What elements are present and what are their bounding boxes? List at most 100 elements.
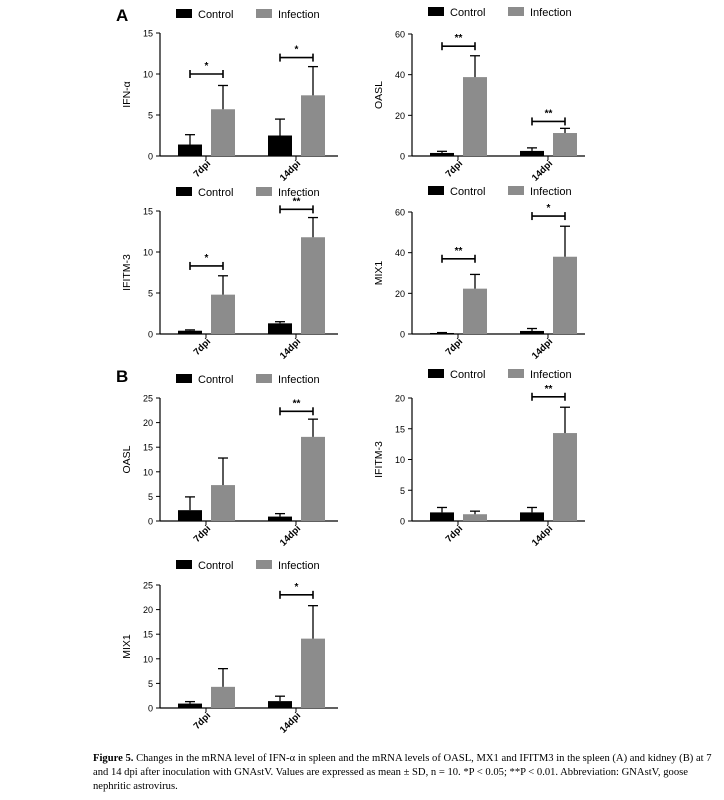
- y-tick-label: 15: [395, 424, 405, 434]
- y-tick-label: 0: [400, 152, 405, 162]
- legend-swatch-control: [428, 369, 444, 378]
- y-tick-label: 40: [395, 70, 405, 80]
- y-tick-label: 0: [148, 152, 153, 162]
- bar-control-7dpi: [430, 332, 454, 334]
- bar-control-7dpi: [178, 703, 202, 708]
- y-tick-label: 10: [395, 455, 405, 465]
- y-tick-label: 15: [143, 29, 153, 39]
- legend-swatch-infection: [508, 186, 524, 195]
- y-axis-label: MIX1: [373, 261, 385, 286]
- figure-caption: Figure 5. Changes in the mRNA level of I…: [93, 752, 713, 794]
- y-tick-label: 5: [400, 486, 405, 496]
- bar-infection-7dpi: [211, 109, 235, 156]
- caption-text: Changes in the mRNA level of IFN-α in sp…: [93, 753, 712, 792]
- significance-label: *: [295, 45, 299, 56]
- bar-infection-14dpi: [301, 638, 325, 708]
- y-axis-label: IFITM-3: [373, 441, 385, 478]
- legend-label-control: Control: [198, 374, 233, 386]
- significance-label: **: [455, 246, 463, 257]
- y-tick-label: 5: [148, 289, 153, 299]
- legend-swatch-control: [176, 187, 192, 196]
- y-tick-label: 10: [143, 70, 153, 80]
- bar-control-14dpi: [520, 512, 544, 521]
- x-tick-label: 14dpi: [278, 710, 303, 735]
- bar-infection-14dpi: [553, 256, 577, 334]
- y-tick-label: 15: [143, 443, 153, 453]
- y-tick-label: 20: [395, 394, 405, 404]
- legend-swatch-control: [428, 186, 444, 195]
- significance-label: **: [455, 33, 463, 44]
- significance-label: *: [547, 203, 551, 214]
- bar-infection-7dpi: [211, 485, 235, 521]
- bar-control-7dpi: [178, 510, 202, 521]
- y-tick-label: 20: [143, 605, 153, 615]
- y-tick-label: 25: [143, 581, 153, 591]
- legend-swatch-infection: [508, 369, 524, 378]
- y-tick-label: 25: [143, 394, 153, 404]
- bar-infection-7dpi: [211, 686, 235, 708]
- y-tick-label: 0: [400, 330, 405, 340]
- bar-control-14dpi: [520, 330, 544, 334]
- x-tick-label: 7dpi: [192, 710, 214, 732]
- legend-label-infection: Infection: [530, 7, 572, 19]
- y-tick-label: 15: [143, 630, 153, 640]
- bar-control-14dpi: [268, 701, 292, 708]
- legend-swatch-infection: [256, 187, 272, 196]
- legend-label-infection: Infection: [530, 186, 572, 198]
- legend-label-infection: Infection: [278, 560, 320, 572]
- bar-infection-14dpi: [301, 237, 325, 334]
- y-axis-label: OASL: [121, 445, 133, 473]
- caption-label: Figure 5.: [93, 753, 134, 764]
- y-tick-label: 0: [400, 517, 405, 527]
- bar-control-7dpi: [178, 144, 202, 156]
- legend-label-infection: Infection: [278, 374, 320, 386]
- bar-control-14dpi: [268, 135, 292, 156]
- y-tick-label: 10: [143, 467, 153, 477]
- significance-label: **: [545, 384, 553, 395]
- y-axis-label: IFITM-3: [121, 254, 133, 291]
- legend-swatch-infection: [508, 7, 524, 16]
- legend-swatch-control: [176, 374, 192, 383]
- bar-control-14dpi: [268, 516, 292, 521]
- bar-infection-14dpi: [301, 95, 325, 156]
- legend-label-control: Control: [450, 369, 485, 381]
- legend-swatch-control: [428, 7, 444, 16]
- y-tick-label: 20: [143, 418, 153, 428]
- y-tick-label: 60: [395, 30, 405, 40]
- significance-label: *: [295, 582, 299, 593]
- bar-infection-14dpi: [301, 436, 325, 521]
- legend-swatch-infection: [256, 9, 272, 18]
- y-tick-label: 5: [148, 492, 153, 502]
- significance-label: **: [293, 196, 301, 207]
- legend-label-control: Control: [450, 7, 485, 19]
- y-tick-label: 20: [395, 289, 405, 299]
- y-tick-label: 20: [395, 111, 405, 121]
- y-tick-label: 60: [395, 208, 405, 218]
- panel-label-a: A: [116, 6, 129, 25]
- legend-swatch-infection: [256, 560, 272, 569]
- y-tick-label: 40: [395, 248, 405, 258]
- bar-control-7dpi: [430, 152, 454, 156]
- y-tick-label: 5: [148, 111, 153, 121]
- significance-label: *: [205, 61, 209, 72]
- y-tick-label: 5: [148, 679, 153, 689]
- bar-control-7dpi: [178, 330, 202, 334]
- legend-label-infection: Infection: [278, 187, 320, 199]
- y-tick-label: 0: [148, 704, 153, 714]
- legend-label-control: Control: [198, 9, 233, 21]
- legend-label-control: Control: [198, 560, 233, 572]
- legend-label-control: Control: [198, 187, 233, 199]
- y-axis-label: IFN-α: [121, 81, 133, 107]
- legend-label-infection: Infection: [278, 9, 320, 21]
- legend-label-infection: Infection: [530, 369, 572, 381]
- significance-label: **: [545, 108, 553, 119]
- bar-infection-7dpi: [211, 294, 235, 334]
- y-axis-label: MIX1: [121, 634, 133, 659]
- y-axis-label: OASL: [373, 81, 385, 109]
